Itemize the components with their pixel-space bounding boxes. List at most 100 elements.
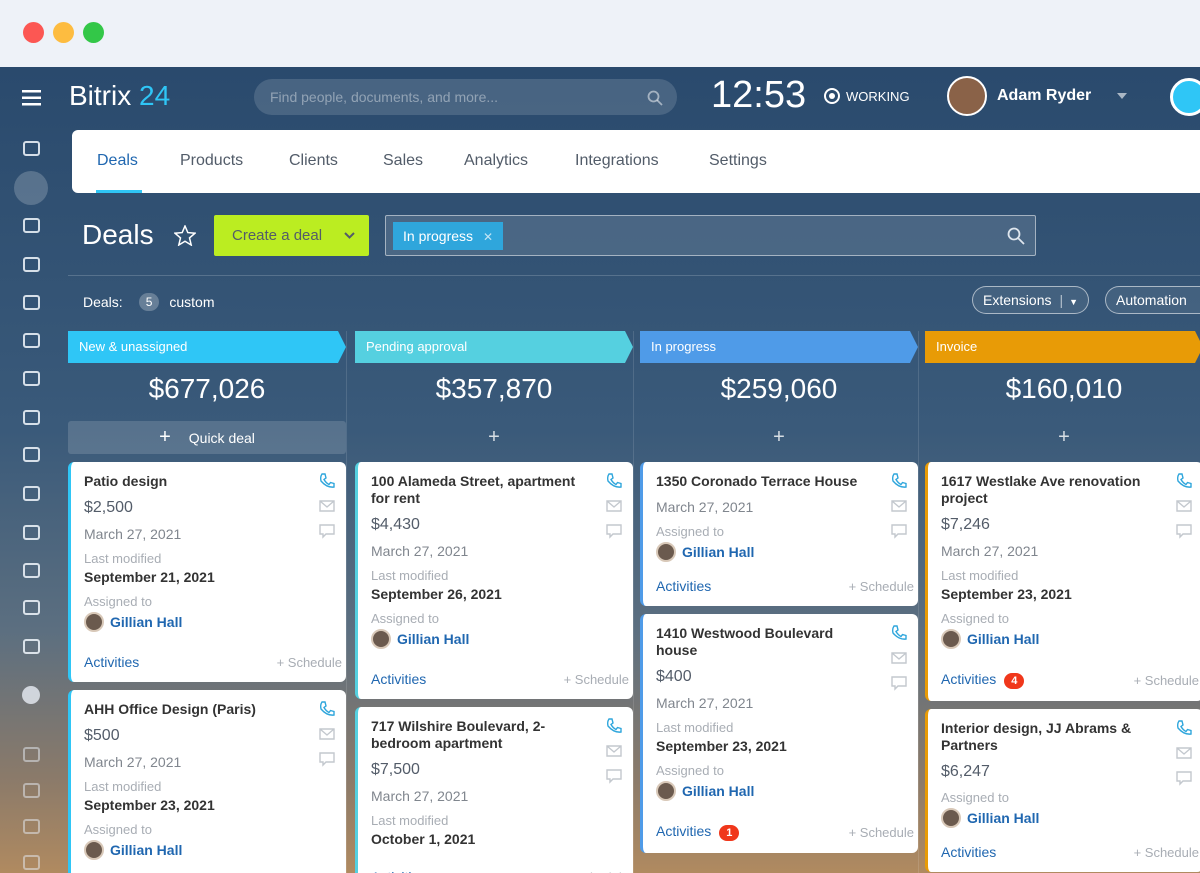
- nav-icon[interactable]: [23, 371, 40, 386]
- deal-title[interactable]: 717 Wilshire Boulevard, 2-bedroom apartm…: [371, 718, 546, 751]
- phone-icon[interactable]: [1175, 719, 1193, 737]
- chat-icon[interactable]: [890, 522, 908, 540]
- chat-icon[interactable]: [318, 522, 336, 540]
- tab[interactable]: Integrations: [575, 152, 659, 169]
- automation-button[interactable]: Automation rules: [1105, 286, 1200, 314]
- deal-card[interactable]: 1350 Coronado Terrace House March 27, 202…: [640, 462, 918, 606]
- activities-link[interactable]: Activities: [656, 578, 712, 594]
- mail-icon[interactable]: [890, 649, 908, 667]
- stage-header[interactable]: Pending approval: [355, 331, 633, 363]
- activities-link[interactable]: Activities: [656, 823, 712, 839]
- tab[interactable]: Clients: [289, 152, 338, 169]
- logo[interactable]: Bitrix 24: [69, 80, 170, 112]
- phone-icon[interactable]: [890, 624, 908, 642]
- schedule-link[interactable]: + Schedule: [1133, 672, 1199, 688]
- phone-icon[interactable]: [318, 700, 336, 718]
- chat-icon[interactable]: [605, 767, 623, 785]
- assignee[interactable]: Gillian Hall: [656, 542, 874, 562]
- filter-chip[interactable]: In progress ✕: [393, 222, 504, 250]
- quick-deal[interactable]: +: [925, 421, 1200, 454]
- activities-link[interactable]: Activities: [84, 654, 140, 670]
- schedule-link[interactable]: + Schedule: [563, 671, 629, 687]
- deal-title[interactable]: 100 Alameda Street, apartment for rent: [371, 473, 576, 506]
- tab[interactable]: Deals: [97, 152, 138, 169]
- deal-card[interactable]: 717 Wilshire Boulevard, 2-bedroom apartm…: [355, 707, 633, 873]
- schedule-link[interactable]: + Schedule: [1133, 844, 1199, 860]
- activities-link[interactable]: Activities: [371, 869, 426, 873]
- phone-icon[interactable]: [1175, 472, 1193, 490]
- mail-icon[interactable]: [605, 497, 623, 515]
- quick-deal[interactable]: +: [355, 421, 633, 454]
- chat-icon[interactable]: [1175, 522, 1193, 540]
- nav-icon[interactable]: [23, 747, 40, 762]
- chat-icon[interactable]: [890, 674, 908, 692]
- nav-icon[interactable]: [23, 819, 40, 834]
- nav-icon[interactable]: [23, 257, 40, 272]
- assignee[interactable]: Gillian Hall: [371, 629, 589, 649]
- mail-icon[interactable]: [318, 497, 336, 515]
- zoom-dot[interactable]: [83, 22, 104, 43]
- stage-header[interactable]: In progress: [640, 331, 918, 363]
- nav-icon[interactable]: [23, 855, 40, 870]
- deal-title[interactable]: 1410 Westwood Boulevard house: [656, 625, 834, 658]
- stage-header[interactable]: New & unassigned: [68, 331, 346, 363]
- assignee[interactable]: Gillian Hall: [941, 629, 1159, 649]
- phone-icon[interactable]: [605, 472, 623, 490]
- chat-icon[interactable]: [1175, 769, 1193, 787]
- quick-deal[interactable]: + Quick deal: [68, 421, 346, 454]
- extensions-button[interactable]: Extensions | ▼: [972, 286, 1090, 314]
- deal-title[interactable]: Patio design: [84, 473, 168, 489]
- mail-icon[interactable]: [605, 742, 623, 760]
- mail-icon[interactable]: [318, 725, 336, 743]
- nav-icon[interactable]: [23, 218, 40, 233]
- activities-link[interactable]: Activities: [941, 844, 997, 860]
- mail-icon[interactable]: [1175, 497, 1193, 515]
- rocket-button[interactable]: [1170, 78, 1200, 116]
- search-box[interactable]: Find people, documents, and more...: [254, 79, 677, 115]
- nav-icon[interactable]: [23, 141, 40, 156]
- deal-card[interactable]: Interior design, JJ Abrams & Partners $6,…: [925, 709, 1200, 872]
- quick-deal[interactable]: +: [640, 421, 918, 454]
- nav-icon[interactable]: [23, 410, 40, 425]
- user-name[interactable]: Adam Ryder: [997, 87, 1092, 104]
- phone-icon[interactable]: [890, 472, 908, 490]
- mail-icon[interactable]: [890, 497, 908, 515]
- deal-card[interactable]: AHH Office Design (Paris) $500 March 27, 2…: [68, 690, 346, 873]
- schedule-link[interactable]: + Schedule: [564, 870, 629, 873]
- status[interactable]: WORKING: [824, 88, 910, 104]
- assignee[interactable]: Gillian Hall: [84, 612, 302, 632]
- tab[interactable]: Analytics: [464, 152, 529, 169]
- activities-link[interactable]: Activities: [941, 671, 997, 687]
- tab[interactable]: Settings: [709, 152, 767, 169]
- tab[interactable]: Products: [180, 152, 244, 169]
- schedule-link[interactable]: + Schedule: [848, 824, 914, 840]
- nav-icon[interactable]: [23, 295, 40, 310]
- minimize-dot[interactable]: [53, 22, 74, 43]
- schedule-link[interactable]: + Schedule: [276, 654, 342, 670]
- user-avatar[interactable]: [947, 76, 987, 116]
- tab[interactable]: Sales: [383, 152, 424, 169]
- star-icon[interactable]: [174, 225, 196, 246]
- nav-icon[interactable]: [23, 639, 40, 654]
- deals-mode[interactable]: custom: [169, 294, 215, 310]
- deal-title[interactable]: AHH Office Design (Paris): [84, 701, 256, 717]
- user-caret[interactable]: [1117, 93, 1127, 99]
- nav-icon[interactable]: [23, 486, 40, 501]
- mail-icon[interactable]: [1175, 744, 1193, 762]
- phone-icon[interactable]: [318, 472, 336, 490]
- schedule-link[interactable]: + Schedule: [848, 578, 914, 594]
- deal-title[interactable]: Interior design, JJ Abrams & Partners: [941, 720, 1132, 753]
- create-deal-button[interactable]: Create a deal: [214, 215, 369, 256]
- chat-icon[interactable]: [605, 522, 623, 540]
- assignee[interactable]: Gillian Hall: [656, 781, 874, 801]
- activities-link[interactable]: Activities: [371, 671, 427, 687]
- nav-icon[interactable]: [23, 525, 40, 540]
- nav-icon[interactable]: [23, 447, 40, 462]
- nav-icon[interactable]: [23, 563, 40, 578]
- deal-card[interactable]: 100 Alameda Street, apartment for rent $4…: [355, 462, 633, 699]
- menu-icon[interactable]: [22, 90, 41, 106]
- collapse-icon[interactable]: [22, 686, 40, 704]
- chat-icon[interactable]: [318, 750, 336, 768]
- deal-card[interactable]: 1617 Westlake Ave renovation project $7,2…: [925, 462, 1200, 701]
- deal-card[interactable]: 1410 Westwood Boulevard house $400 March 2…: [640, 614, 918, 853]
